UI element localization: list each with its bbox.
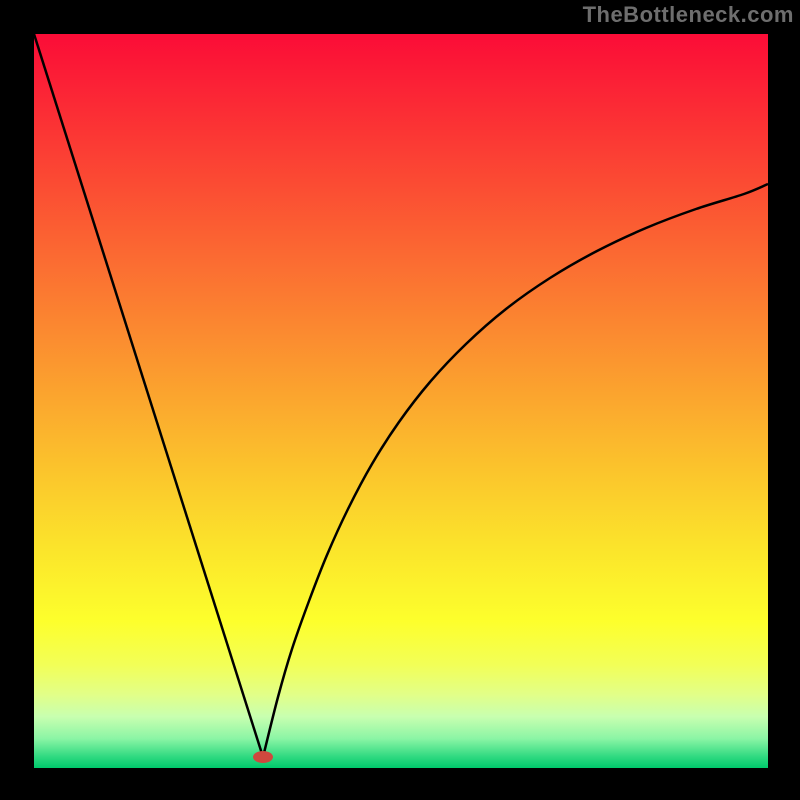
minimum-marker [253, 751, 273, 763]
curve-layer [0, 0, 800, 800]
watermark-text: TheBottleneck.com [583, 2, 794, 28]
curve-left-branch [34, 34, 263, 757]
curve-right-branch [263, 184, 768, 757]
chart-container: TheBottleneck.com [0, 0, 800, 800]
